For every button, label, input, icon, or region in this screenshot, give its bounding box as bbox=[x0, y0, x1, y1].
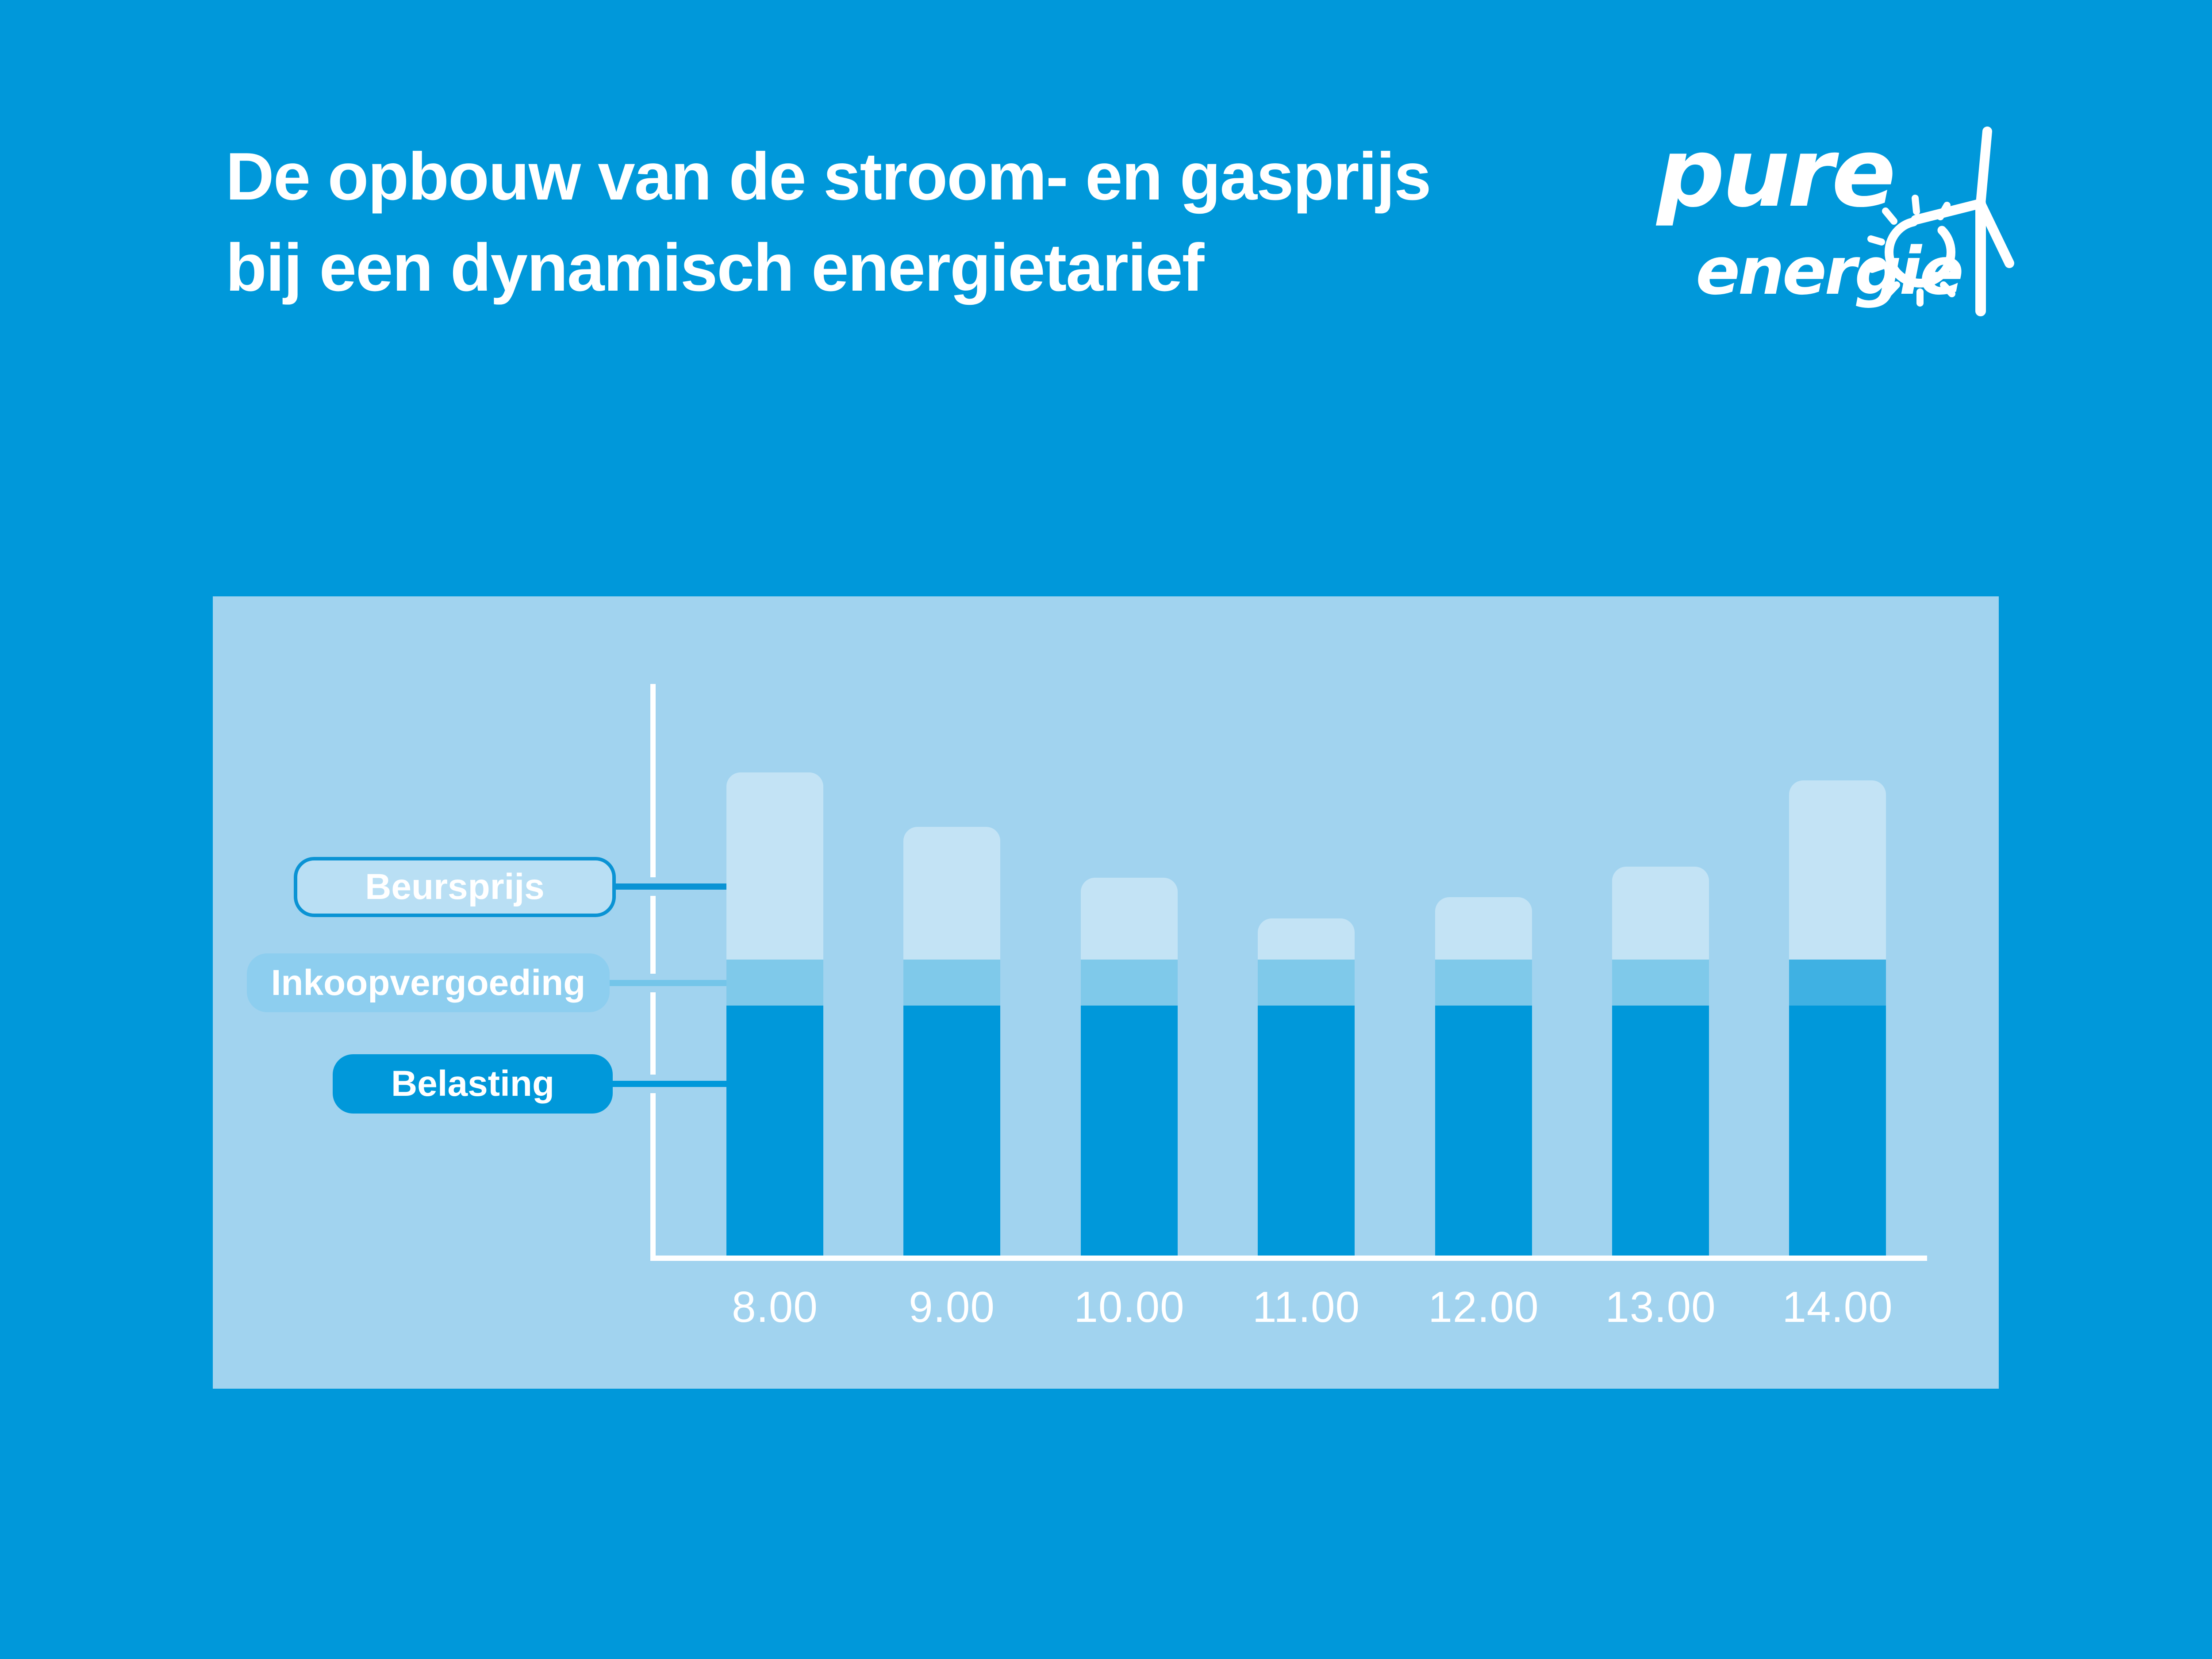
page-title: De opbouw van de stroom- en gasprijs bij… bbox=[226, 131, 1432, 313]
bar-segment-beursprijs-10.00 bbox=[1081, 877, 1178, 960]
bar-segment-beursprijs-14.00 bbox=[1789, 780, 1886, 960]
y-axis-line bbox=[650, 1093, 656, 1261]
bar-9.00 bbox=[903, 827, 1000, 1256]
bar-segment-inkoopvergoeding-11.00 bbox=[1258, 959, 1355, 1006]
belasting-callout-line bbox=[613, 1081, 726, 1087]
bar-segment-belasting-12.00 bbox=[1435, 1006, 1532, 1256]
legend-pill-beursprijs: Beursprijs bbox=[294, 857, 616, 917]
bar-segment-belasting-8.00 bbox=[726, 1006, 823, 1256]
bar-segment-belasting-10.00 bbox=[1081, 1006, 1178, 1256]
bar-segment-belasting-11.00 bbox=[1258, 1006, 1355, 1256]
bar-segment-beursprijs-9.00 bbox=[903, 827, 1000, 960]
bar-segment-inkoopvergoeding-13.00 bbox=[1612, 959, 1709, 1006]
bar-12.00 bbox=[1435, 897, 1532, 1256]
legend-pill-belasting: Belasting bbox=[333, 1054, 613, 1114]
bar-segment-inkoopvergoeding-14.00 bbox=[1789, 959, 1886, 1006]
beursprijs-callout-line bbox=[616, 883, 726, 890]
legend-label-belasting: Belasting bbox=[391, 1064, 555, 1104]
bar-segment-inkoopvergoeding-12.00 bbox=[1435, 959, 1532, 1006]
bar-segment-beursprijs-13.00 bbox=[1612, 867, 1709, 960]
bar-8.00 bbox=[726, 772, 823, 1256]
bar-11.00 bbox=[1258, 918, 1355, 1256]
y-axis-line bbox=[650, 684, 656, 877]
sun-turbine-icon bbox=[1867, 127, 2014, 316]
legend-label-inkoopvergoeding: Inkoopvergoeding bbox=[271, 962, 586, 1003]
legend-pill-inkoopvergoeding: Inkoopvergoeding bbox=[247, 953, 610, 1012]
logo-word-pure: pure bbox=[1657, 117, 1896, 228]
x-axis-line bbox=[650, 1256, 1927, 1261]
y-axis-line bbox=[650, 992, 656, 1075]
bar-14.00 bbox=[1789, 780, 1886, 1256]
bar-segment-inkoopvergoeding-9.00 bbox=[903, 959, 1000, 1006]
legend-label-beursprijs: Beursprijs bbox=[365, 867, 545, 907]
page-title-line2: bij een dynamisch energietarief bbox=[226, 230, 1204, 305]
x-axis-label-11.00: 11.00 bbox=[1252, 1283, 1360, 1331]
x-axis-label-13.00: 13.00 bbox=[1605, 1283, 1716, 1331]
pure-energie-logo: pure energie bbox=[1657, 117, 2020, 321]
bar-13.00 bbox=[1612, 867, 1709, 1256]
bar-segment-belasting-14.00 bbox=[1789, 1006, 1886, 1256]
inkoopvergoeding-callout-line bbox=[610, 980, 726, 986]
bar-segment-belasting-13.00 bbox=[1612, 1006, 1709, 1256]
x-axis-label-9.00: 9.00 bbox=[909, 1283, 995, 1331]
x-axis-label-14.00: 14.00 bbox=[1782, 1283, 1893, 1331]
x-axis-label-12.00: 12.00 bbox=[1428, 1283, 1539, 1331]
page-title-line1: De opbouw van de stroom- en gasprijs bbox=[226, 139, 1432, 214]
bar-segment-belasting-9.00 bbox=[903, 1006, 1000, 1256]
bar-10.00 bbox=[1081, 877, 1178, 1256]
x-axis-label-10.00: 10.00 bbox=[1074, 1283, 1185, 1331]
y-axis-line bbox=[650, 896, 656, 974]
bar-segment-inkoopvergoeding-8.00 bbox=[726, 959, 823, 1006]
bar-segment-inkoopvergoeding-10.00 bbox=[1081, 959, 1178, 1006]
bar-segment-beursprijs-8.00 bbox=[726, 772, 823, 960]
bar-segment-beursprijs-11.00 bbox=[1258, 918, 1355, 960]
bar-segment-beursprijs-12.00 bbox=[1435, 897, 1532, 960]
x-axis-label-8.00: 8.00 bbox=[732, 1283, 818, 1331]
